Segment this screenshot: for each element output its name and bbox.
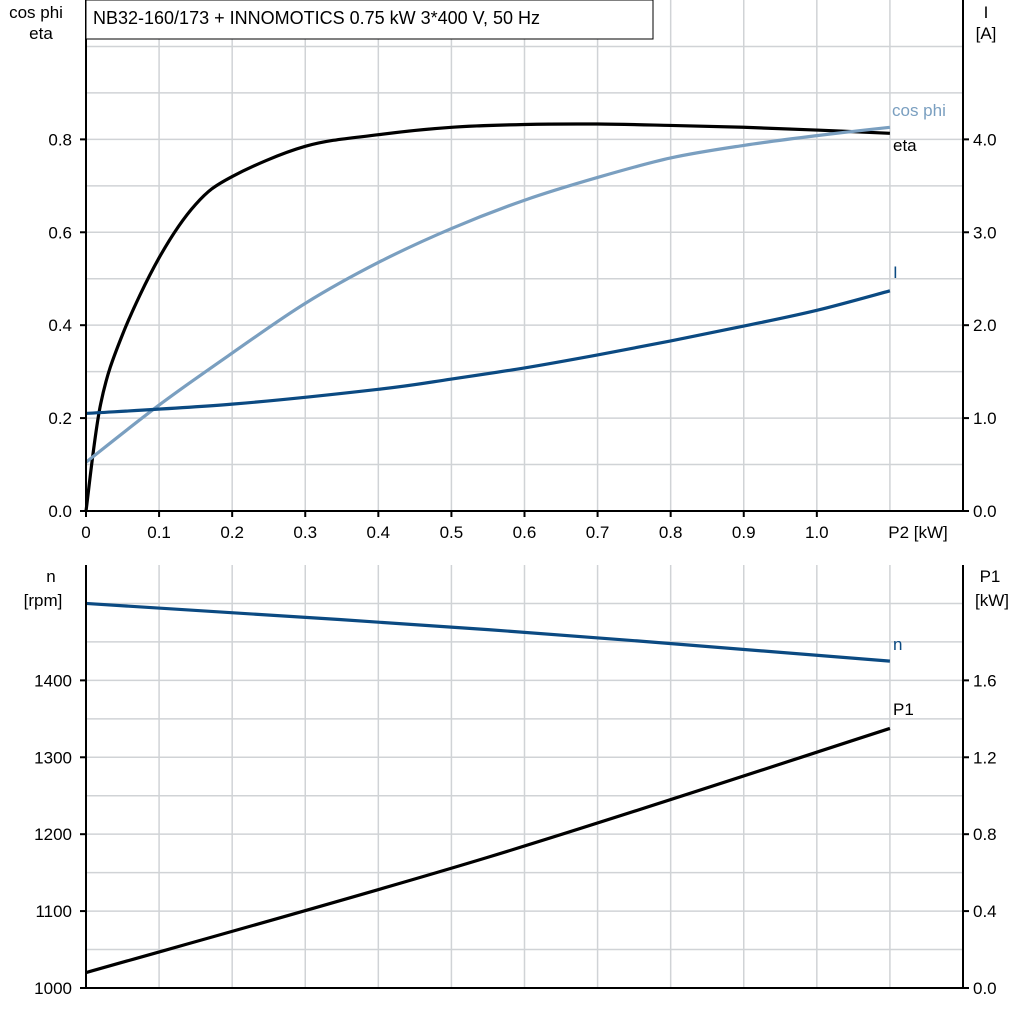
x-tick-label: 0 xyxy=(81,523,90,542)
series-label-n: n xyxy=(893,635,902,654)
y-right-tick-label: 4.0 xyxy=(973,130,997,149)
series-line-cos-phi xyxy=(85,125,891,464)
y-right-tick-label: 3.0 xyxy=(973,223,997,242)
y-left-tick-label: 0.4 xyxy=(48,316,72,335)
y-left-tick-label: 1200 xyxy=(34,825,72,844)
x-tick-label: 0.9 xyxy=(732,523,756,542)
top-right-axis-label-2: [A] xyxy=(976,24,997,43)
series-label-eta: eta xyxy=(893,136,917,155)
y-left-tick-label: 0.6 xyxy=(48,223,72,242)
x-tick-label: 0.7 xyxy=(586,523,610,542)
series-layer xyxy=(84,122,891,975)
series-label-cos-phi: cos phi xyxy=(892,101,946,120)
y-right-tick-label: 0.0 xyxy=(973,979,997,998)
top-grid xyxy=(86,0,963,511)
x-axis-label: P2 [kW] xyxy=(888,523,948,542)
series-line-I xyxy=(85,289,891,416)
series-line-P1 xyxy=(85,726,891,975)
y-left-tick-label: 1300 xyxy=(34,748,72,767)
top-right-axis-label-1: I xyxy=(984,3,989,22)
y-left-tick-label: 1400 xyxy=(34,671,72,690)
y-left-tick-label: 1100 xyxy=(35,902,72,921)
title-box xyxy=(85,0,654,40)
series-line-eta xyxy=(84,122,890,512)
bottom-grid xyxy=(86,565,963,988)
y-right-tick-label: 0.4 xyxy=(973,902,997,921)
y-right-tick-label: 0.0 xyxy=(973,502,997,521)
series-label-I: I xyxy=(893,263,898,282)
bottom-left-axis-label-1: n xyxy=(46,567,55,586)
series-line-n xyxy=(85,601,891,663)
y-right-tick-label: 0.8 xyxy=(973,825,997,844)
bottom-right-axis-label-1: P1 xyxy=(980,567,1001,586)
x-tick-label: 0.3 xyxy=(293,523,317,542)
series-label-P1: P1 xyxy=(893,700,914,719)
top-left-axis-label-1: cos phi xyxy=(9,3,63,22)
x-tick-label: 0.2 xyxy=(220,523,244,542)
x-tick-label: 1.0 xyxy=(805,523,829,542)
y-right-tick-label: 2.0 xyxy=(973,316,997,335)
y-left-tick-label: 0.0 xyxy=(48,502,72,521)
x-tick-label: 0.8 xyxy=(659,523,683,542)
bottom-left-axis-label-2: [rpm] xyxy=(24,591,63,610)
y-right-tick-label: 1.6 xyxy=(973,671,997,690)
y-left-tick-label: 1000 xyxy=(34,979,72,998)
x-tick-label: 0.5 xyxy=(440,523,464,542)
top-left-axis-label-2: eta xyxy=(29,24,53,43)
y-left-tick-label: 0.2 xyxy=(48,409,72,428)
x-tick-label: 0.1 xyxy=(147,523,171,542)
tick-labels: 0.0 0.2 0.4 0.6 0.8 0.0 1.0 2.0 3.0 4.0 0 0.1 0.2 0.3… xyxy=(34,130,996,998)
chart-title: NB32-160/173 + INNOMOTICS 0.75 kW 3*400 … xyxy=(93,8,540,28)
y-right-tick-label: 1.0 xyxy=(973,409,997,428)
y-left-tick-label: 0.8 xyxy=(48,130,72,149)
y-right-tick-label: 1.2 xyxy=(973,748,997,767)
x-tick-label: 0.4 xyxy=(367,523,391,542)
bottom-right-axis-label-2: [kW] xyxy=(975,591,1009,610)
x-tick-label: 0.6 xyxy=(513,523,537,542)
